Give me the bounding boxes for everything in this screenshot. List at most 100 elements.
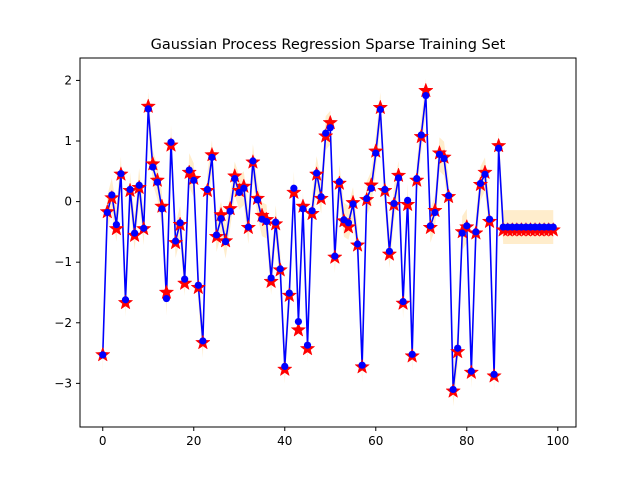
y-tick-label: 0 (64, 195, 72, 209)
prediction-point (117, 170, 125, 178)
prediction-point (549, 223, 557, 231)
prediction-point (240, 184, 248, 192)
prediction-point (399, 297, 407, 306)
prediction-point (435, 150, 444, 158)
prediction-point (467, 367, 475, 375)
x-tick-label: 60 (368, 434, 383, 448)
prediction-point (408, 350, 416, 358)
prediction-point (422, 91, 430, 100)
prediction-point (190, 176, 198, 184)
prediction-point (212, 231, 221, 239)
prediction-point (208, 153, 216, 161)
prediction-point (303, 341, 312, 349)
prediction-point (381, 185, 389, 194)
chart-title: Gaussian Process Regression Sparse Train… (151, 37, 506, 53)
prediction-point (349, 200, 357, 208)
prediction-point (290, 184, 298, 192)
prediction-point (326, 124, 334, 132)
prediction-point (108, 191, 116, 199)
prediction-point (149, 163, 157, 171)
prediction-point (162, 294, 171, 303)
prediction-point (367, 184, 375, 192)
prediction-point (226, 207, 234, 215)
prediction-point (103, 208, 111, 217)
prediction-point (426, 222, 434, 230)
prediction-point (253, 196, 262, 204)
prediction-point (99, 351, 107, 359)
prediction-point (363, 194, 371, 203)
prediction-point (194, 281, 202, 289)
prediction-point (394, 174, 403, 182)
training-point (290, 321, 307, 337)
prediction-point (444, 191, 453, 200)
y-tick-label: 1 (64, 134, 72, 148)
prediction-point (121, 296, 130, 304)
prediction-point (476, 179, 485, 188)
prediction-point (131, 229, 139, 237)
prediction-point (199, 337, 207, 345)
prediction-point (317, 193, 325, 201)
prediction-point (176, 219, 184, 227)
prediction-point (440, 154, 448, 163)
y-tick-label: −1 (54, 255, 72, 269)
x-tick-label: 40 (277, 434, 292, 448)
prediction-point (203, 185, 212, 194)
y-tick-label: −2 (54, 316, 72, 330)
prediction-point (454, 344, 462, 352)
prediction-point (313, 169, 321, 177)
prediction-point (358, 361, 366, 369)
prediction-point (153, 178, 161, 186)
prediction-point (249, 157, 257, 165)
prediction-point (417, 131, 425, 139)
x-tick-label: 100 (546, 434, 569, 448)
y-axis: −3 −2 −1 0 1 2 (54, 73, 80, 390)
prediction-point (458, 229, 466, 237)
prediction-point (308, 207, 316, 215)
prediction-point (244, 223, 252, 231)
prediction-point (404, 196, 412, 204)
y-tick-label: −3 (54, 376, 72, 390)
prediction-point (376, 105, 384, 114)
prediction-point (353, 240, 362, 248)
prediction-point (112, 221, 120, 229)
prediction-point (385, 247, 394, 255)
prediction-point (335, 178, 343, 186)
prediction-point (485, 215, 494, 223)
prediction-point (472, 228, 480, 236)
prediction-point (144, 105, 152, 113)
prediction-point (299, 205, 307, 213)
prediction-point (217, 214, 225, 223)
prediction-point (281, 362, 289, 371)
prediction-point (322, 129, 330, 137)
prediction-point (294, 317, 303, 326)
prediction-point (231, 174, 239, 183)
prediction-point (495, 144, 503, 152)
x-axis: 0 20 40 60 80 100 (99, 427, 569, 448)
prediction-point (185, 166, 193, 174)
prediction-point (490, 370, 498, 378)
y-tick-label: 2 (64, 73, 72, 87)
prediction-point (235, 188, 243, 197)
x-tick-label: 0 (99, 434, 107, 448)
prediction-point (431, 208, 439, 217)
prediction-point (262, 218, 271, 226)
x-tick-label: 20 (186, 434, 201, 448)
prediction-point (158, 205, 166, 213)
prediction-point (390, 199, 398, 208)
prediction-point (413, 174, 421, 183)
prediction-points-group (99, 91, 557, 394)
prediction-point (344, 219, 353, 227)
prediction-point (331, 252, 339, 260)
prediction-point (140, 224, 148, 232)
prediction-point (481, 170, 489, 178)
prediction-point (222, 237, 230, 246)
prediction-point (267, 274, 275, 282)
prediction-point (449, 385, 457, 394)
prediction-point (181, 275, 189, 283)
prediction-point (272, 218, 280, 226)
prediction-point (135, 181, 143, 189)
x-tick-label: 80 (459, 434, 474, 448)
prediction-point (463, 222, 471, 230)
prediction-point (167, 138, 175, 146)
